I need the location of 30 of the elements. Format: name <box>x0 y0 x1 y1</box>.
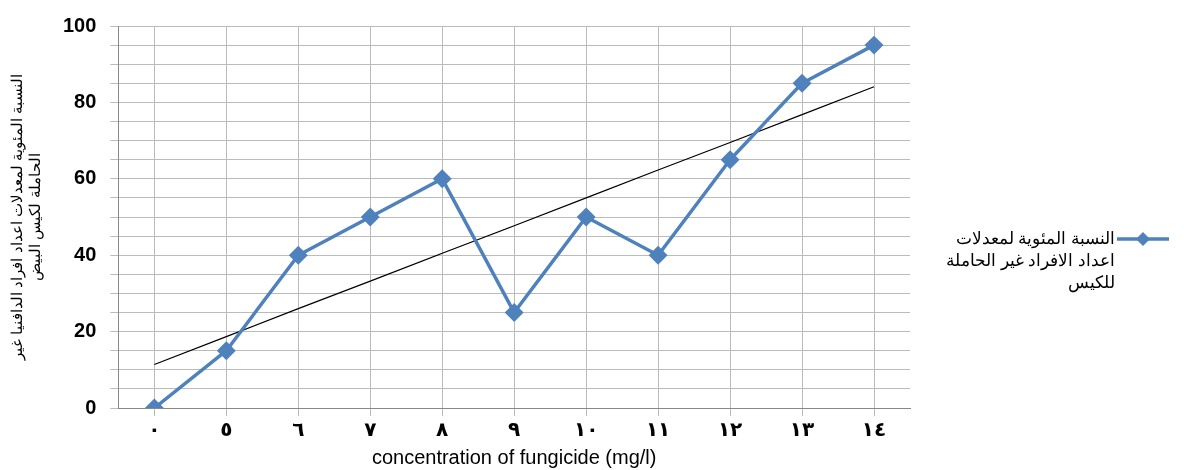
x-tick-label: ١٠ <box>573 417 599 442</box>
x-tick-label: ٠ <box>148 417 161 442</box>
x-tick-label: ١٤ <box>861 417 887 442</box>
y-tick-label: 60 <box>74 166 97 189</box>
x-axis-title: concentration of fungicide (mg/l) <box>371 445 657 468</box>
x-tick-label: ١٢ <box>717 417 743 442</box>
point <box>217 341 236 360</box>
point <box>433 170 451 188</box>
y-tick-label: 100 <box>62 13 97 36</box>
legend-label: النسبة المئوية لمعدلات اعداد الافراد غير الحاملة للكيس <box>944 228 1115 294</box>
y-axis-title: النسبة المئوية لمعدلات اعداد افراد الدافنيا غير الحاملة لكيس البيض <box>8 73 45 362</box>
x-tick-label: ٨ <box>436 417 449 442</box>
point <box>865 36 883 54</box>
y-tick-label: 0 <box>85 395 97 418</box>
y-tick-label: 20 <box>74 319 97 342</box>
point <box>577 208 595 226</box>
x-tick-label: ١١ <box>645 417 671 442</box>
point <box>649 246 667 264</box>
point <box>721 150 739 169</box>
point <box>361 208 379 226</box>
x-tick-label: ١٣ <box>789 417 815 442</box>
x-tick-label: ٧ <box>364 417 377 442</box>
point <box>505 303 523 322</box>
x-tick-label: ٩ <box>508 417 521 442</box>
y-tick-label: 80 <box>74 89 97 112</box>
x-tick-label: ٦ <box>292 417 305 442</box>
x-tick-label: ٥ <box>220 417 233 442</box>
point <box>793 74 811 93</box>
point <box>289 246 308 264</box>
y-tick-label: 40 <box>74 242 97 265</box>
